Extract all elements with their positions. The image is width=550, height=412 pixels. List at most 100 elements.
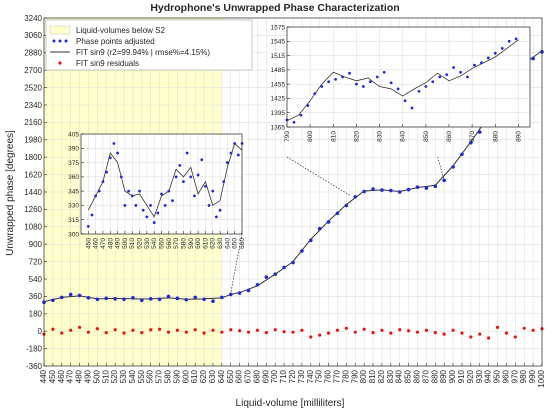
residual-point [478,332,482,336]
legend: Liquid-volumes below S2 Phase points adj… [45,19,253,71]
inset-1-y-tick-label: 1455 [271,81,286,88]
phase-point [433,184,438,188]
main-x-tick-label: 520 [110,369,119,383]
inset-phase-point [86,224,90,228]
inset-phase-point [417,89,421,93]
inset-1-y-tick-label: 1545 [271,39,286,46]
inset-phase-point [119,175,123,179]
residual-point [335,328,340,332]
residual-point [202,331,206,335]
inset-phase-point [116,151,119,155]
residual-point [211,328,215,332]
inset-0-y-tick-label: 300 [68,231,79,238]
inset-1-x-tick-label: 830 [377,131,384,142]
inset-connector-line [230,233,243,294]
main-y-tick-label: 1620 [24,170,42,179]
inset-1-y-tick-label: 1515 [271,53,286,60]
legend-swatch-points [52,39,68,43]
inset-phase-point [94,194,98,198]
phase-point [113,297,117,301]
residual-point [113,328,117,332]
residual-point [229,328,233,332]
inset-0-x-tick-label: 620 [210,238,217,249]
inset-1-background [287,27,530,127]
inset-0-x-tick-label: 660 [239,238,246,249]
phase-point [220,295,224,300]
main-x-tick-label: 730 [297,369,306,383]
main-x-tick-label: 570 [155,369,164,383]
main-x-tick-label: 920 [466,369,475,383]
main-x-tick-label: 710 [279,369,288,383]
main-frame [43,17,543,367]
inset-phase-point [368,80,372,84]
inset-phase-point [361,85,365,88]
inset-phase-point [108,156,112,160]
main-x-tick-label: 960 [501,369,510,383]
phase-point [282,265,286,270]
residual-point [140,331,144,335]
residual-point [184,330,188,334]
main-x-tick-label: 1000 [537,369,546,387]
legend-marker-points [58,39,62,43]
inset-phase-point [193,194,196,198]
inset-phase-point [97,189,101,193]
main-x-tick-label: 850 [404,369,413,383]
phase-point [68,292,73,297]
inset-1-y-tick-label: 1395 [271,110,286,117]
inset-phase-point [145,215,149,219]
legend-item-points: Phase points adjusted [52,37,155,46]
inset-phase-point [163,204,167,207]
residual-point [51,327,55,331]
y-axis-label: Unwrapped phase [degrees] [5,130,16,256]
residual-point [495,325,500,329]
residual-point [451,328,455,332]
phase-point [264,275,269,279]
phase-point [477,130,482,134]
phase-point [95,297,100,302]
phase-point [380,188,384,192]
residual-point [300,328,304,332]
main-y-tick-label: 1080 [24,223,42,232]
inset-0-x-tick-label: 450 [85,238,92,249]
residual-point [131,328,135,332]
inset-connectors [230,156,445,294]
inset-phase-point [452,66,456,69]
main-y-tick-label: 720 [29,257,43,266]
inset-phase-point [438,75,442,79]
inset-0-x-tick-label: 650 [232,238,239,249]
inset-1-y-tick-label: 1485 [271,67,286,74]
inset-fit-line [286,39,519,122]
inset-0-y-tick-label: 360 [68,174,79,181]
phase-point [353,195,358,199]
phase-point [389,188,393,193]
inset-phase-point [152,221,156,224]
phase-point [308,238,313,243]
main-y-tick-label: -360 [26,362,43,371]
inset-phase-point [229,151,233,155]
phase-point [469,140,473,145]
main-x-tick-label: 790 [350,369,359,383]
main-x-tick-label: 500 [92,369,101,383]
inset-phase-point [218,208,222,212]
main-x-tick-label: 900 [448,369,457,383]
main-y-tick-label: 540 [29,275,43,284]
residual-point [442,332,446,336]
phase-point [202,297,206,302]
main-x-tick-label: 480 [75,369,84,383]
inset-phase-point [211,189,215,193]
main-x-tick-label: 950 [493,369,502,383]
phase-point [460,152,464,157]
inset-phase-point [225,161,229,164]
main-x-tick-label: 910 [457,369,466,383]
main-x-tick-label: 660 [235,369,244,383]
inset-connector-line [437,156,445,181]
inset-1-y-tick-label: 1365 [271,124,286,131]
main-y-tick-label: 1980 [24,136,42,145]
residual-point [460,331,464,335]
main-x-tick-label: 740 [306,369,315,383]
residual-point [158,327,162,331]
main-y-tick-label: 2880 [24,49,42,58]
residual-point [238,329,242,333]
residual-point [424,328,428,332]
phase-point [211,299,215,304]
